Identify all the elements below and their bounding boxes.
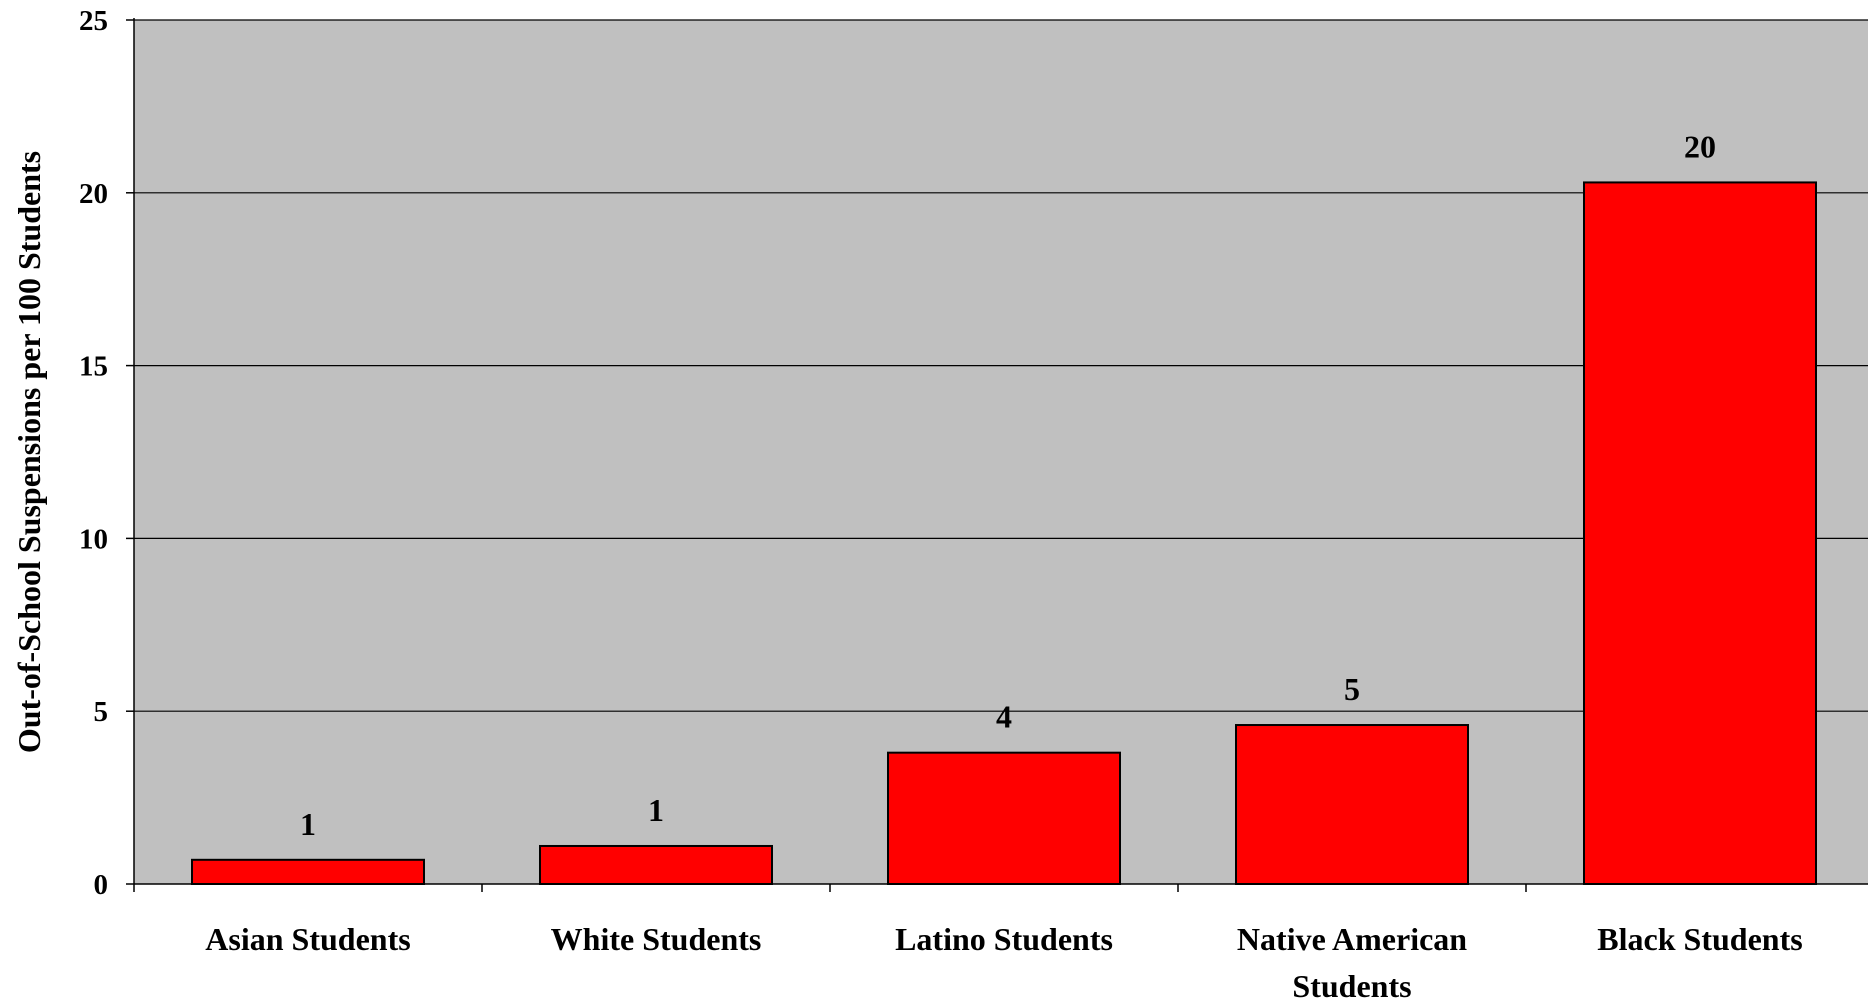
data-label: 4 [996, 699, 1012, 735]
bar [1235, 724, 1469, 885]
category-label: Native American [1237, 921, 1467, 957]
data-label: 1 [300, 806, 316, 842]
bar [1583, 181, 1817, 885]
category-label: Students [1292, 968, 1411, 1003]
category-label: Latino Students [895, 921, 1113, 957]
y-tick-label: 5 [94, 696, 109, 728]
bars [191, 181, 1817, 886]
plot-area [134, 20, 1868, 884]
data-labels: 1 1 4 5 20 [300, 128, 1716, 841]
y-tick-label: 25 [79, 5, 108, 37]
gridlines [134, 19, 1868, 712]
data-label: 5 [1344, 671, 1360, 707]
category-label: Black Students [1597, 921, 1802, 957]
bar [191, 858, 425, 885]
category-label: White Students [551, 921, 762, 957]
y-tick-labels: 0 5 10 15 20 25 [79, 5, 108, 901]
y-tick-label: 0 [94, 869, 109, 901]
bar [887, 751, 1121, 885]
category-label: Asian Students [205, 921, 410, 957]
bar [539, 844, 773, 886]
y-tick-label: 20 [79, 178, 108, 210]
y-axis-title: Out-of-School Suspensions per 100 Studen… [11, 151, 47, 753]
category-labels: Asian Students White Students Latino Stude… [205, 921, 1802, 1003]
data-label: 1 [648, 792, 664, 828]
axes [126, 18, 1868, 892]
data-label: 20 [1684, 128, 1716, 164]
y-tick-label: 15 [79, 351, 108, 383]
y-tick-label: 10 [79, 523, 108, 555]
